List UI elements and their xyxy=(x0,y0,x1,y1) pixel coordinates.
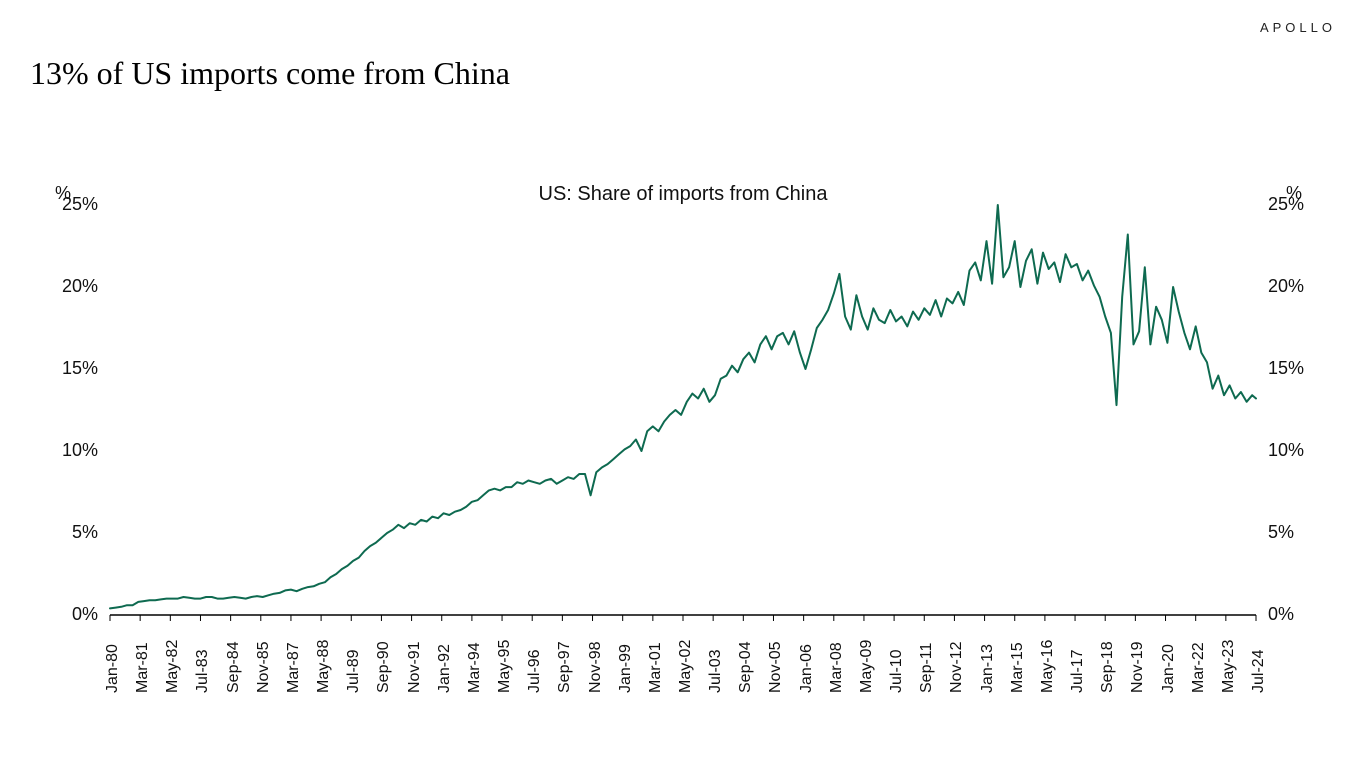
line-chart-plot xyxy=(0,0,1366,768)
series-line xyxy=(110,205,1256,608)
page-root: APOLLO 13% of US imports come from China… xyxy=(0,0,1366,768)
